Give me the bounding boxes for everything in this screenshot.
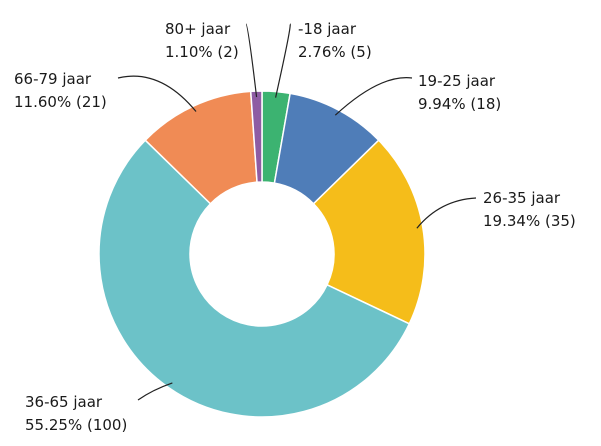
- slice-label-value: 11.60% (21): [14, 93, 107, 111]
- slice-label-value: 19.34% (35): [483, 212, 576, 230]
- slice-80-plus: [249, 90, 263, 183]
- donut-slices: [98, 90, 426, 418]
- slice-label-group-under-18: -18 jaar 2.76% (5): [298, 20, 372, 61]
- slice-label-group-26-35: 26-35 jaar 19.34% (35): [483, 189, 576, 230]
- leader-line-36-65: [137, 382, 173, 401]
- leader-line-80-plus: [245, 23, 258, 98]
- slice-label-name: 66-79 jaar: [14, 70, 92, 88]
- leader-line-under-18: [275, 23, 291, 98]
- slice-label-name: -18 jaar: [298, 20, 357, 38]
- leader-lines: [117, 23, 477, 401]
- slice-label-name: 80+ jaar: [165, 20, 231, 38]
- slice-26-35: [312, 139, 426, 325]
- leader-line-26-35: [416, 197, 477, 229]
- slice-label-name: 36-65 jaar: [25, 393, 103, 411]
- slice-label-group-36-65: 36-65 jaar 55.25% (100): [25, 393, 127, 434]
- slice-label-name: 19-25 jaar: [418, 72, 496, 90]
- slice-label-value: 1.10% (2): [165, 43, 239, 61]
- slice-36-65: [98, 139, 411, 418]
- slice-label-group-19-25: 19-25 jaar 9.94% (18): [418, 72, 501, 113]
- slice-label-value: 55.25% (100): [25, 416, 127, 434]
- slice-label-value: 2.76% (5): [298, 43, 372, 61]
- slice-label-group-80-plus: 80+ jaar 1.10% (2): [165, 20, 239, 61]
- leader-line-66-79: [117, 75, 197, 112]
- leader-line-19-25: [334, 77, 413, 116]
- slice-label-name: 26-35 jaar: [483, 189, 561, 207]
- slice-label-group-66-79: 66-79 jaar 11.60% (21): [14, 70, 107, 111]
- slice-label-value: 9.94% (18): [418, 95, 501, 113]
